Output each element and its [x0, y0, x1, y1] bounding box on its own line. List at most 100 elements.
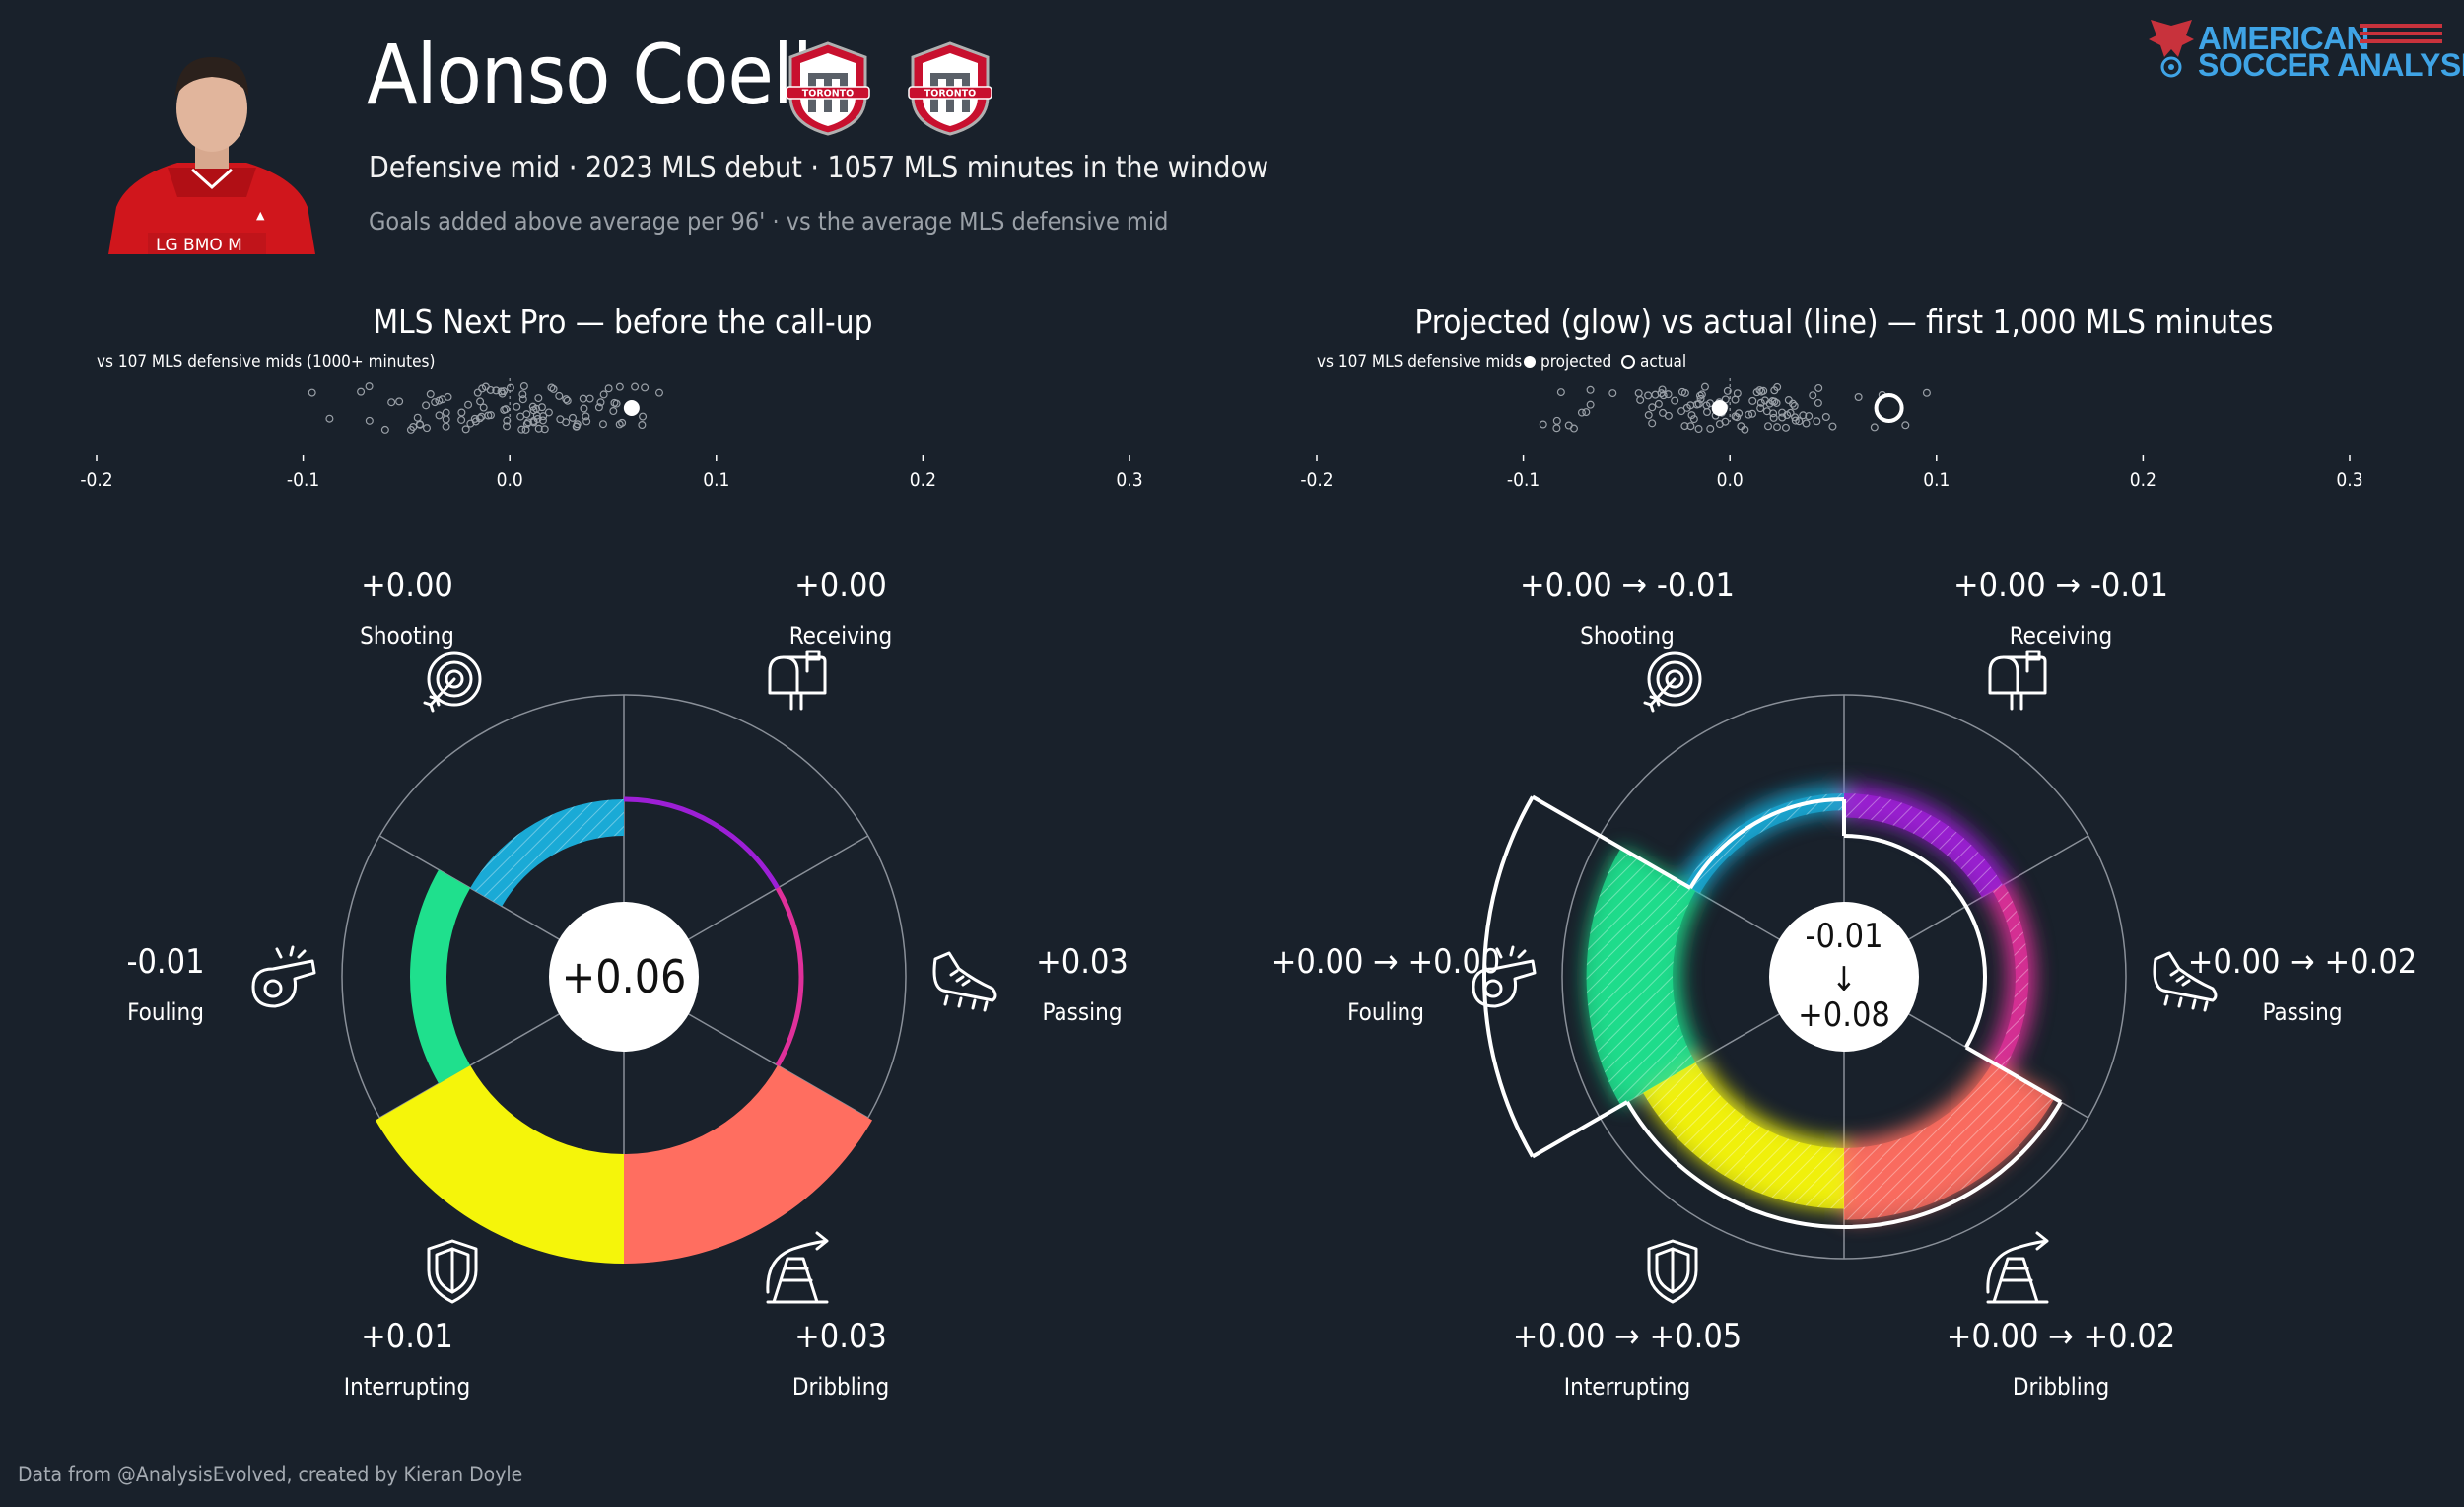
comparison-point	[580, 404, 588, 413]
comparison-point	[1654, 399, 1663, 408]
category-name-label: Fouling	[127, 998, 204, 1026]
player-photo: ▲ LG BMO M	[108, 39, 315, 254]
comparison-point	[1802, 419, 1811, 428]
projected-bar-texture	[1643, 1062, 1844, 1209]
category-value-label: +0.00 → +0.05	[1513, 1317, 1743, 1356]
category-name-label: Shooting	[1580, 622, 1675, 650]
comparison-point	[562, 395, 571, 404]
comparison-point	[518, 390, 527, 399]
comparison-point	[631, 382, 640, 391]
comparison-point	[594, 403, 603, 412]
comparison-point	[1854, 393, 1863, 402]
comparison-point	[555, 391, 564, 400]
comparison-point	[1735, 409, 1744, 418]
category-value-label: +0.00 → +0.00	[1271, 942, 1501, 982]
comparison-point	[1723, 386, 1732, 395]
comparison-point	[1745, 410, 1753, 419]
comparison-point	[1671, 396, 1679, 405]
comparison-point	[365, 416, 374, 425]
comparison-point	[1781, 423, 1790, 432]
comparison-point	[585, 394, 594, 403]
comparison-point	[638, 421, 647, 430]
comparison-point	[308, 388, 316, 397]
axis-tick-label: 0.0	[1717, 469, 1744, 491]
comparison-point	[549, 384, 558, 393]
comparison-point	[431, 398, 440, 407]
comparison-point	[1748, 396, 1757, 405]
comparison-point	[422, 401, 431, 410]
comparison-point	[1696, 394, 1705, 403]
comparison-point	[1686, 422, 1695, 431]
comparison-point	[1564, 421, 1573, 430]
comparison-point	[1901, 421, 1910, 430]
target-icon	[1643, 651, 1702, 713]
comparison-point	[615, 382, 624, 391]
category-name-label: Dribbling	[2013, 1373, 2109, 1401]
axis-tick-label: -0.1	[1507, 469, 1540, 491]
comparison-point	[1695, 391, 1704, 400]
comparison-point	[1706, 424, 1715, 433]
comparison-point	[519, 382, 528, 391]
comparison-point	[1768, 397, 1777, 406]
comparison-point	[357, 387, 366, 396]
comparison-point	[610, 398, 619, 407]
comparison-point	[1813, 417, 1821, 426]
axis-tick-label: 0.1	[703, 469, 729, 491]
comparison-point	[1731, 395, 1740, 404]
asa-stripes	[2360, 24, 2442, 47]
comparison-point	[537, 403, 546, 412]
comparison-point	[1756, 404, 1765, 413]
category-value-label: +0.00	[794, 566, 887, 605]
strip-right-note: vs 107 MLS defensive mids ·	[1317, 352, 1532, 372]
axis-tick-label: -0.2	[80, 469, 112, 491]
comparison-point	[523, 418, 532, 427]
actual-line-connector	[1531, 794, 1692, 890]
comparison-point	[479, 403, 488, 412]
comparison-point	[1694, 399, 1703, 408]
center-projected-total: -0.01	[1805, 917, 1882, 956]
center-total-circle	[549, 902, 699, 1052]
comparison-point	[503, 416, 512, 425]
comparison-point	[492, 386, 501, 395]
strip-plot-left: MLS Next Pro — before the call-up vs 107…	[80, 303, 1142, 491]
actual-line	[1625, 1100, 1845, 1229]
comparison-point	[1772, 398, 1781, 407]
actual-line	[1843, 1100, 2063, 1229]
comparison-point	[518, 395, 527, 404]
player-projected-point	[1711, 400, 1728, 416]
legend-actual-marker	[1621, 355, 1635, 369]
chart-description: Goals added above average per 96' · vs t…	[369, 207, 1169, 236]
comparison-point	[464, 400, 473, 409]
axis-tick-label: -0.1	[287, 469, 319, 491]
comparison-point	[1769, 413, 1778, 422]
comparison-point	[534, 394, 543, 403]
category-value-label: +0.00	[361, 566, 453, 605]
comparison-point	[486, 385, 495, 394]
comparison-point	[387, 398, 396, 407]
shield-icon	[427, 1239, 478, 1304]
mailbox-icon	[768, 650, 827, 711]
polar-bar	[775, 886, 804, 1067]
comparison-point	[1644, 391, 1653, 400]
club-badge-2: TORONTO	[901, 39, 999, 138]
axis-tick-label: -0.2	[1300, 469, 1333, 491]
axis-tick-label: 0.2	[2130, 469, 2156, 491]
comparison-point	[442, 422, 450, 431]
comparison-point	[1755, 386, 1764, 395]
comparison-point	[442, 415, 450, 424]
category-value-label: -0.01	[126, 942, 204, 982]
comparison-point	[573, 420, 582, 429]
comparison-point	[1702, 407, 1711, 416]
comparison-point	[579, 394, 587, 403]
comparison-point	[1814, 398, 1822, 407]
category-name-label: Passing	[1042, 998, 1122, 1026]
comparison-point	[1552, 424, 1561, 433]
comparison-point	[1757, 387, 1766, 396]
player-point	[623, 400, 640, 416]
comparison-point	[563, 396, 572, 405]
polar-bar	[624, 1065, 873, 1264]
comparison-point	[1539, 420, 1547, 429]
polar-bar	[623, 796, 781, 890]
comparison-point	[1658, 385, 1667, 394]
